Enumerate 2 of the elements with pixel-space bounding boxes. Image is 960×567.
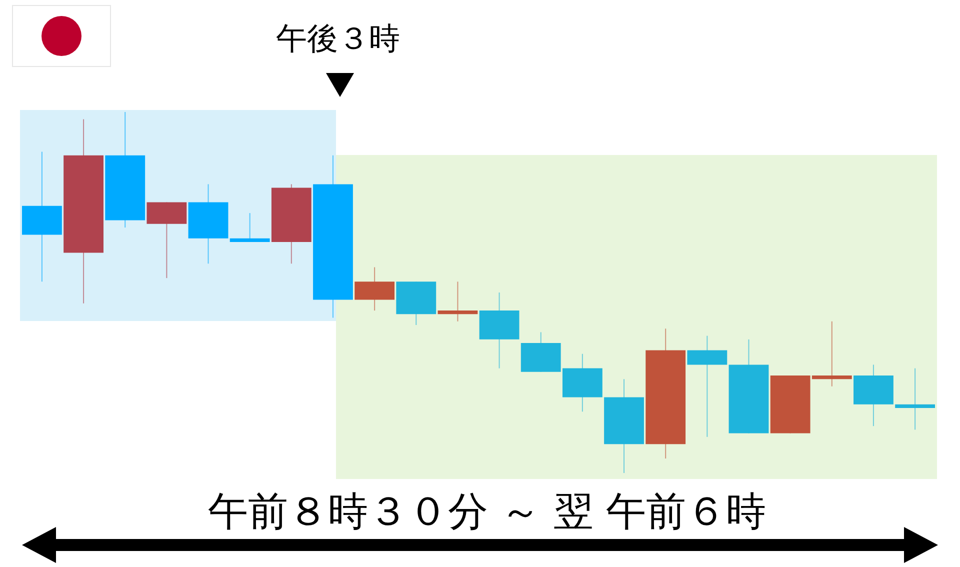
text: 午後３時 [276, 20, 400, 59]
text: 午前８時３０分 ～ 翌 午前６時 [208, 488, 766, 537]
